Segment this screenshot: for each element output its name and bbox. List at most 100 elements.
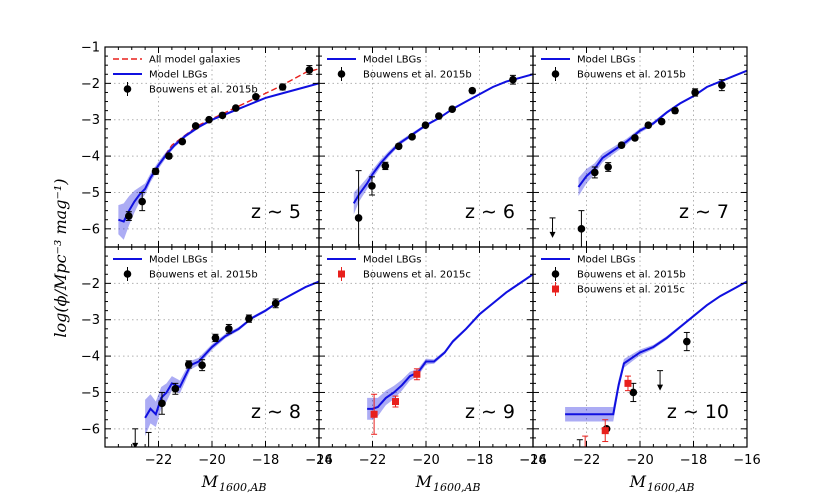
panel-z7: Model LBGs Bouwens et al. 2015b z ∼ 7 <box>532 46 748 248</box>
data-point <box>392 398 400 406</box>
data-point <box>435 112 443 120</box>
data-point <box>624 379 632 387</box>
data-point <box>171 385 180 393</box>
legend-label: Model LBGs <box>577 55 635 66</box>
x-tick-label: −24 <box>305 453 332 468</box>
data-point <box>354 214 363 222</box>
x-tick-label: −16 <box>305 453 332 468</box>
data-point <box>394 142 403 151</box>
data-point <box>252 93 260 101</box>
legend-label: Bouwens et al. 2015b <box>149 85 258 96</box>
redshift-label: z ∼ 8 <box>251 401 301 423</box>
data-point <box>370 410 378 418</box>
data-point <box>125 212 133 220</box>
x-axis-sublabel-3: 1600,AB <box>647 481 695 494</box>
legend-label: Model LBGs <box>363 255 421 266</box>
redshift-label: z ∼ 5 <box>251 201 301 223</box>
plot-area <box>319 247 533 447</box>
x-tick-label: −20 <box>412 453 439 468</box>
panel-z8: −22 −20 −18 −16 −2 −3 −4 −5 −6 Model LBGs Bouwens … <box>81 246 333 468</box>
legend: Model LBGs Bouwens et al. 2015b <box>113 255 258 281</box>
redshift-label: z ∼ 6 <box>465 201 515 223</box>
series-line-model-lbgs <box>352 73 533 204</box>
y-tick-label: −2 <box>81 277 100 292</box>
data-point <box>617 141 626 149</box>
legend-label: Model LBGs <box>149 70 207 81</box>
data-point <box>509 75 517 84</box>
x-tick-label: −20 <box>198 453 225 468</box>
y-tick-label: −3 <box>81 113 100 128</box>
data-point <box>198 361 206 369</box>
redshift-label: z ∼ 10 <box>667 401 729 423</box>
y-tick-label: −2 <box>81 77 100 92</box>
legend-label: Bouwens et al. 2015b <box>363 70 472 81</box>
x-axis-label-1: M <box>201 472 219 491</box>
panel-z6: Model LBGs Bouwens et al. 2015b z ∼ 6 <box>318 46 534 248</box>
y-tick-label: −4 <box>81 350 100 365</box>
x-axis-label-2: M <box>415 472 433 491</box>
data-point <box>631 134 639 142</box>
redshift-label: z ∼ 9 <box>465 401 515 423</box>
upper-limit-arrow <box>132 442 139 447</box>
data-point <box>577 225 586 233</box>
data-point <box>305 66 314 74</box>
data-point <box>151 167 160 176</box>
data-point <box>218 111 227 120</box>
legend-label: Bouwens et al. 2015b <box>577 70 686 81</box>
data-point <box>718 81 726 89</box>
x-axis-label-3: M <box>629 472 647 491</box>
x-axis-sublabel-1: 1600,AB <box>219 481 267 494</box>
y-tick-label: −6 <box>81 422 100 437</box>
y-axis-label: log(ϕ/Mpc⁻³ mag⁻¹) <box>51 178 70 337</box>
data-point <box>271 299 280 308</box>
y-tick-label: −3 <box>81 313 100 328</box>
x-tick-label: −22 <box>573 453 600 468</box>
legend: Model LBGs Bouwens et al. 2015b <box>541 55 686 81</box>
plot-area <box>319 47 533 247</box>
data-point <box>629 388 638 397</box>
y-tick-label: −5 <box>81 386 100 401</box>
data-point <box>644 121 653 129</box>
data-point <box>408 133 416 141</box>
legend-label: Model LBGs <box>577 255 635 266</box>
legend-label: Bouwens et al. 2015c <box>577 285 685 296</box>
legend-label: All model galaxies <box>149 55 240 66</box>
series-line-model-lbgs <box>565 280 747 416</box>
y-tick-label: −4 <box>81 150 100 165</box>
legend-label: Model LBGs <box>149 255 207 266</box>
panel-z5: −1 −2 −3 −4 −5 −6 All model galaxies Model LBGs… <box>81 41 320 248</box>
data-point <box>368 182 376 190</box>
legend-label: Bouwens et al. 2015c <box>363 270 471 281</box>
plot-area <box>105 47 319 247</box>
data-point <box>683 337 691 346</box>
upper-limit-arrow <box>549 231 556 238</box>
data-point <box>671 106 679 115</box>
data-point <box>657 117 666 126</box>
data-point <box>601 427 609 435</box>
data-point <box>381 162 390 170</box>
series-line-model-lbgs <box>367 273 533 410</box>
x-tick-label: −20 <box>626 453 653 468</box>
legend-label: Bouwens et al. 2015b <box>577 270 686 281</box>
data-point <box>691 88 699 97</box>
x-tick-label: −18 <box>252 453 279 468</box>
data-point <box>590 168 599 177</box>
data-point <box>184 360 193 369</box>
data-point <box>448 105 457 113</box>
data-point <box>278 83 287 91</box>
data-point <box>138 197 146 206</box>
legend: Model LBGs Bouwens et al. 2015c <box>327 255 471 281</box>
y-tick-label: −5 <box>81 186 100 201</box>
redshift-label: z ∼ 7 <box>679 201 729 223</box>
plot-area <box>105 247 319 447</box>
x-tick-label: −16 <box>733 453 760 468</box>
data-point <box>211 334 220 342</box>
data-point <box>604 163 612 171</box>
x-tick-label: −22 <box>359 453 386 468</box>
series-line-model-lbgs <box>118 82 319 223</box>
legend: All model galaxies Model LBGs Bouwens et a… <box>113 55 258 96</box>
plot-area <box>533 47 747 247</box>
data-point <box>413 370 421 378</box>
